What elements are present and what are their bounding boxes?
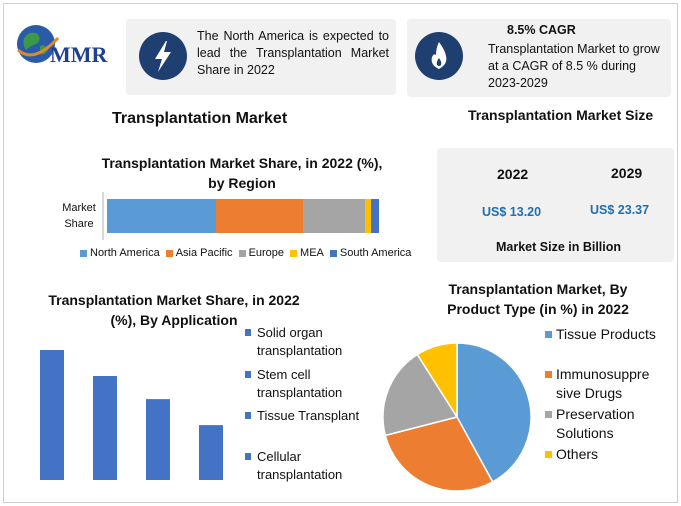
year-2022: 2022 <box>497 166 529 182</box>
bar-stem-cell-transplantation <box>93 376 117 480</box>
bar-segment-south-america <box>370 199 379 233</box>
legend-item-tissue-transplant: Tissue Transplant <box>245 407 370 425</box>
product-chart-title: Transplantation Market, By Product Type … <box>447 281 629 317</box>
legend-label: MEA <box>300 247 324 259</box>
legend-item-tissue-products: Tissue Products <box>545 325 673 344</box>
region-stacked-bar <box>107 199 379 233</box>
slice-others <box>416 342 458 420</box>
legend-swatch <box>545 451 552 458</box>
slice-immunosuppressive-drugs <box>384 416 494 492</box>
legend-swatch <box>238 249 246 257</box>
legend-label: Cellular transplantation <box>257 449 343 482</box>
north-america-text: The North America is expected to lead th… <box>197 29 389 77</box>
bar-segment-europe <box>302 199 366 233</box>
legend-swatch <box>245 329 251 336</box>
globe-icon <box>17 25 60 63</box>
legend-item-south-america: South America <box>329 247 412 259</box>
legend-item-preservation-solutions: Preservation Solutions <box>545 405 673 443</box>
flame-icon <box>415 32 463 80</box>
region-chart-title: Transplantation Market Share, in 2022 (%… <box>101 155 383 191</box>
value-2022: US$ 13.20 <box>482 205 542 219</box>
legend-item-solid-organ-transplantation: Solid organ transplantation <box>245 324 370 360</box>
legend-label: Asia Pacific <box>175 247 233 259</box>
cagr-card: 8.5% CAGR Transplantation Market to grow… <box>407 19 671 97</box>
application-bar-chart <box>40 350 223 480</box>
cagr-text: Transplantation Market to grow at a CAGR… <box>488 42 660 90</box>
legend-item-immunosuppressive-drugs: Immunosuppre sive Drugs <box>545 365 673 403</box>
infographic-frame <box>3 3 678 503</box>
product-pie-chart <box>382 342 532 492</box>
legend-item-mea: MEA <box>290 247 324 259</box>
legend-label: Tissue Transplant <box>257 408 360 423</box>
main-title: Transplantation Market <box>112 110 288 127</box>
product-legend: Tissue Products Immunosuppre sive Drugs Pr… <box>545 325 675 470</box>
bar-segment-mea <box>365 199 371 233</box>
market-size-caption: Market Size in Billion <box>496 240 622 254</box>
legend-swatch <box>245 371 251 378</box>
north-america-card: The North America is expected to lead th… <box>126 19 396 95</box>
legend-label: Immunosuppre sive Drugs <box>556 366 650 401</box>
region-legend: North America Asia Pacific Europe MEA South … <box>80 247 420 259</box>
value-2029: US$ 23.37 <box>590 203 650 217</box>
market-size-title: Transplantation Market Size <box>468 107 654 123</box>
legend-swatch <box>329 249 337 257</box>
application-legend: Solid organ transplantation Stem cell tra… <box>245 324 370 489</box>
slice-preservation-solutions <box>382 353 459 437</box>
bar-cellular-transplantation <box>199 425 223 480</box>
legend-swatch <box>165 249 173 257</box>
bar-segment-north-america <box>107 199 216 233</box>
legend-swatch <box>245 412 251 419</box>
legend-label: Tissue Products <box>556 326 656 342</box>
logo-text: MMR <box>50 42 108 67</box>
legend-swatch <box>80 249 87 257</box>
legend-label: South America <box>339 247 412 259</box>
region-category-label: Market Share <box>62 202 96 230</box>
legend-swatch <box>290 249 298 257</box>
legend-swatch <box>545 371 552 378</box>
market-size-panel: 2022 2029 US$ 13.20 US$ 23.37 Market Siz… <box>437 148 674 262</box>
legend-swatch <box>545 411 552 418</box>
bar-tissue-transplant <box>146 399 170 480</box>
lightning-icon <box>139 32 187 80</box>
year-2029: 2029 <box>611 165 643 181</box>
legend-label: Europe <box>248 247 285 259</box>
legend-label: Stem cell transplantation <box>257 367 343 400</box>
region-bar-area <box>102 192 104 240</box>
legend-item-north-america: North America <box>80 247 160 259</box>
logo: MMR <box>14 20 114 70</box>
application-chart-title: Transplantation Market Share, in 2022 (%… <box>48 292 300 328</box>
cagr-title: 8.5% CAGR <box>507 23 576 37</box>
bar-solid-organ-transplantation <box>40 350 64 480</box>
bar-segment-asia-pacific <box>215 199 303 233</box>
legend-label: Others <box>556 446 599 462</box>
legend-swatch <box>245 453 251 460</box>
legend-item-asia-pacific: Asia Pacific <box>165 247 233 259</box>
legend-item-europe: Europe <box>238 247 285 259</box>
legend-label: North America <box>90 247 160 259</box>
legend-item-cellular-transplantation: Cellular transplantation <box>245 448 370 484</box>
legend-swatch <box>545 331 552 338</box>
legend-label: Solid organ transplantation <box>257 325 343 358</box>
slice-tissue-products <box>456 342 532 483</box>
legend-item-others: Others <box>545 445 673 464</box>
legend-label: Preservation Solutions <box>556 406 635 441</box>
legend-item-stem-cell-transplantation: Stem cell transplantation <box>245 366 370 402</box>
